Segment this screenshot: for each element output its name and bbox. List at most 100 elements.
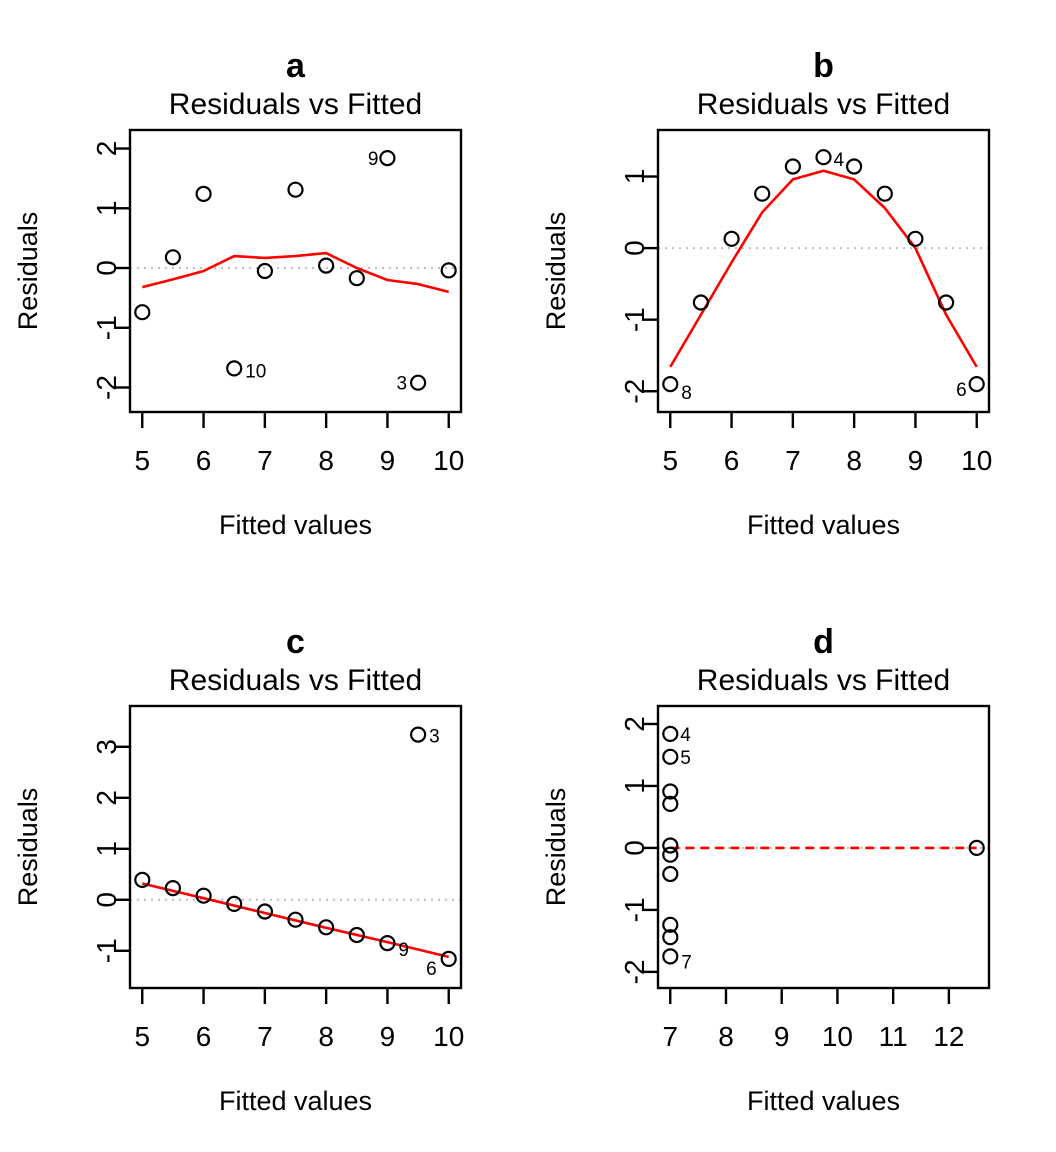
x-tick-label: 6	[724, 445, 740, 476]
plot-title: Residuals vs Fitted	[169, 664, 422, 697]
data-point	[134, 871, 151, 888]
data-point	[938, 294, 955, 311]
x-tick-label: 6	[196, 1021, 212, 1052]
data-point	[256, 903, 273, 920]
panel-letter: a	[286, 47, 306, 85]
data-point	[440, 262, 457, 279]
data-point	[692, 294, 709, 311]
data-point	[846, 158, 863, 175]
data-point	[662, 837, 679, 854]
data-point	[226, 895, 243, 912]
data-point	[195, 185, 212, 202]
y-tick-label: 1	[91, 201, 122, 217]
panel-letter: d	[813, 623, 834, 661]
y-tick-label: 2	[619, 716, 650, 732]
data-point	[379, 935, 396, 952]
y-tick-label: -2	[619, 379, 650, 404]
x-tick-label: 11	[879, 1021, 908, 1052]
data-point	[256, 262, 273, 280]
x-tick-label: 5	[662, 445, 678, 476]
data-point	[662, 865, 679, 883]
data-point	[318, 257, 335, 274]
x-tick-label: 7	[785, 445, 801, 476]
data-point	[287, 181, 304, 198]
data-point	[410, 726, 427, 743]
x-axis-label: Fitted values	[747, 1086, 900, 1116]
data-point	[662, 916, 679, 933]
data-point	[410, 374, 427, 391]
point-label: 3	[397, 374, 408, 395]
data-point	[907, 230, 924, 247]
point-label: 10	[245, 361, 266, 382]
point-label: 4	[834, 150, 845, 171]
x-axis-label: Fitted values	[219, 1086, 372, 1116]
x-axis-label: Fitted values	[219, 510, 372, 540]
x-tick-label: 10	[433, 1021, 464, 1052]
point-label: 7	[681, 952, 692, 973]
data-point	[815, 149, 832, 166]
x-tick-label: 7	[662, 1021, 678, 1052]
data-point	[318, 919, 335, 936]
point-label: 9	[398, 940, 409, 961]
data-point	[348, 926, 365, 944]
data-point	[662, 948, 679, 965]
data-point	[440, 950, 457, 967]
y-tick-label: 2	[91, 141, 122, 157]
y-tick-label: 3	[91, 739, 122, 755]
data-point	[134, 304, 151, 321]
x-tick-label: 7	[257, 1021, 273, 1052]
x-axis-label: Fitted values	[747, 510, 900, 540]
y-tick-label: -1	[619, 307, 650, 332]
data-point	[379, 150, 396, 167]
point-label: 3	[429, 727, 440, 748]
y-tick-label: 1	[91, 841, 122, 857]
x-tick-label: 5	[134, 445, 150, 476]
point-label: 4	[680, 725, 691, 746]
data-point	[876, 185, 893, 202]
y-tick-label: -1	[619, 897, 650, 922]
data-point	[287, 911, 304, 928]
data-point	[662, 929, 679, 946]
point-label: 6	[426, 959, 437, 980]
y-tick-label: 0	[619, 240, 650, 256]
data-point	[662, 748, 679, 765]
y-axis-label: Residuals	[541, 788, 571, 907]
x-tick-label: 7	[257, 445, 273, 476]
plot-title: Residuals vs Fitted	[697, 664, 950, 697]
data-point	[195, 887, 212, 904]
y-axis-label: Residuals	[541, 212, 571, 331]
x-tick-label: 10	[961, 445, 992, 476]
x-tick-label: 9	[908, 445, 924, 476]
y-axis-label: Residuals	[13, 212, 43, 331]
data-point	[723, 230, 740, 247]
x-tick-label: 9	[380, 445, 396, 476]
x-tick-label: 8	[318, 445, 334, 476]
data-point	[662, 725, 679, 742]
x-tick-label: 5	[134, 1021, 150, 1052]
x-tick-label: 8	[718, 1021, 734, 1052]
x-tick-label: 12	[933, 1021, 964, 1052]
data-point	[968, 376, 985, 393]
data-point	[662, 846, 679, 863]
y-tick-label: 2	[91, 790, 122, 806]
y-tick-label: -1	[91, 938, 122, 963]
data-point	[662, 376, 679, 393]
y-tick-label: -2	[91, 375, 122, 400]
x-tick-label: 9	[774, 1021, 790, 1052]
x-tick-label: 10	[433, 445, 464, 476]
y-tick-label: 0	[91, 892, 122, 908]
data-point	[784, 158, 801, 175]
data-point	[662, 783, 679, 800]
data-point	[662, 795, 679, 812]
x-tick-label: 10	[822, 1021, 853, 1052]
plot-title: Residuals vs Fitted	[169, 88, 422, 121]
point-label: 8	[681, 383, 692, 404]
point-label: 6	[956, 380, 967, 401]
y-tick-label: 0	[619, 840, 650, 856]
y-tick-label: -1	[91, 315, 122, 340]
data-point	[968, 839, 985, 856]
